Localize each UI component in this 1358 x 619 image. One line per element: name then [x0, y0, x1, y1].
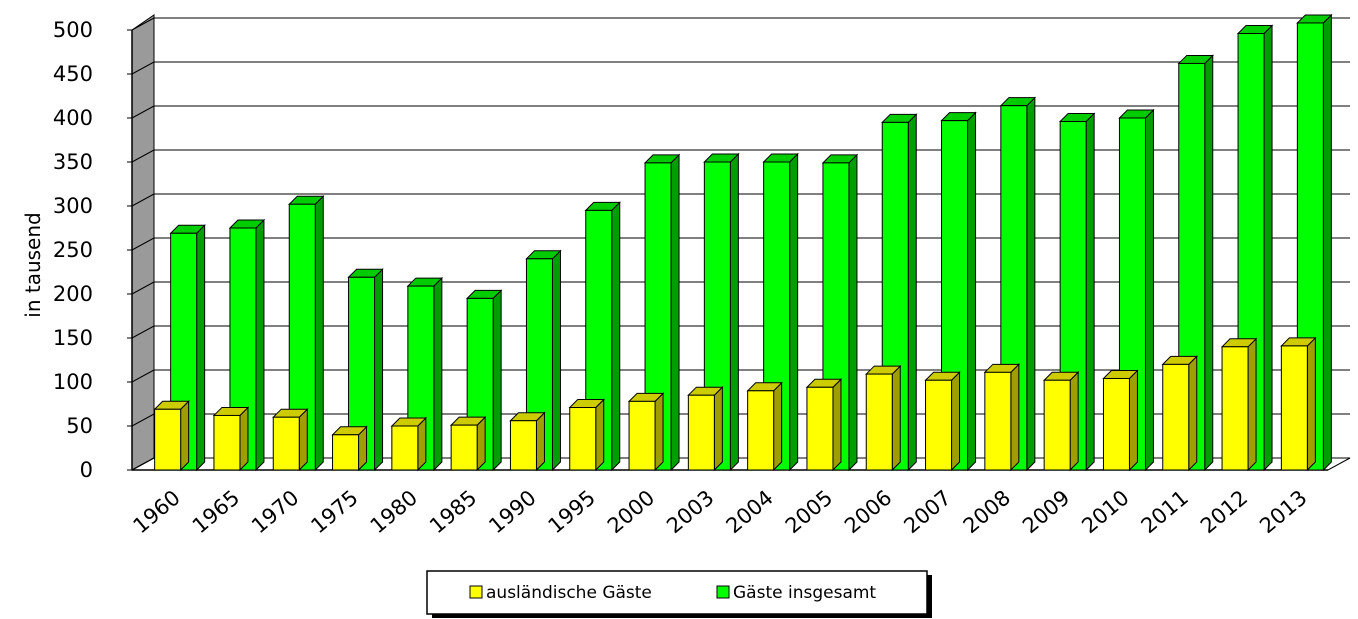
bars: [153, 13, 1333, 472]
bar-auslaendische-gaeste: [449, 415, 487, 472]
x-tick-label: 1960: [128, 485, 184, 538]
bar-auslaendische-gaeste: [1161, 355, 1198, 472]
y-tick-label: 400: [53, 106, 93, 130]
bar-auslaendische-gaeste: [212, 406, 250, 472]
gridline-side: [131, 369, 155, 383]
bar-auslaendische-gaeste: [1102, 369, 1139, 472]
bar-auslaendische-gaeste: [627, 392, 665, 472]
y-tick-label: 50: [66, 414, 93, 438]
legend: ausländische Gäste Gäste insgesamt: [426, 570, 932, 618]
y-tick-label: 250: [53, 238, 93, 262]
x-tick-label: 1965: [188, 485, 244, 538]
x-tick-label: 2006: [840, 485, 896, 538]
x-tick-label: 2011: [1137, 485, 1193, 538]
gridline-side: [131, 237, 155, 251]
gridline-side: [131, 193, 155, 207]
x-tick-label: 1985: [425, 485, 481, 538]
y-tick-label: 500: [53, 18, 93, 42]
bar-auslaendische-gaeste: [509, 411, 546, 472]
x-tick-label: 2008: [959, 485, 1015, 538]
bar-auslaendische-gaeste: [331, 425, 368, 472]
x-tick-label: 1995: [544, 485, 600, 538]
bar-auslaendische-gaeste: [865, 364, 902, 472]
legend-box: [426, 570, 928, 615]
legend-swatch: [469, 585, 483, 599]
bar-auslaendische-gaeste: [687, 385, 724, 472]
bar-auslaendische-gaeste: [1042, 371, 1080, 472]
gridline-side: [131, 413, 155, 427]
y-tick-label: 350: [53, 150, 93, 174]
y-tick-label: 300: [53, 194, 93, 218]
x-tick-label: 2004: [721, 485, 777, 538]
bar-auslaendische-gaeste: [1280, 336, 1317, 472]
x-tick-label: 1970: [247, 485, 303, 538]
bar-auslaendische-gaeste: [983, 363, 1021, 472]
y-tick-label: 200: [53, 282, 93, 306]
y-tick-label: 0: [80, 458, 93, 482]
gridline-side: [131, 325, 155, 339]
y-axis-label: in tausend: [21, 212, 45, 317]
gridline-side: [131, 61, 155, 75]
x-tick-label: 1990: [484, 485, 540, 538]
bar-auslaendische-gaeste: [390, 416, 428, 472]
bar-gaeste-insgesamt: [584, 201, 621, 472]
bar-auslaendische-gaeste: [805, 378, 843, 472]
bar-auslaendische-gaeste: [924, 371, 961, 472]
y-axis-ticks: 0 50 100 150 200 250 300 350 400 450 500: [53, 18, 93, 482]
bar-gaeste-insgesamt: [762, 152, 799, 472]
gridline-side: [131, 281, 155, 295]
x-tick-label: 2010: [1077, 485, 1133, 538]
x-tick-label: 2009: [1018, 485, 1074, 538]
legend-label: Gäste insgesamt: [733, 583, 876, 603]
legend-swatch: [716, 585, 730, 599]
x-tick-label: 1975: [306, 485, 362, 538]
bar-auslaendische-gaeste: [746, 381, 783, 472]
gridline-side: [131, 17, 155, 31]
x-axis-ticks: 1960 1965 1970 1975 1980 1985 1990 1995 2000 2003…: [128, 485, 1311, 538]
x-tick-label: 2003: [662, 485, 718, 538]
gridline-side: [131, 105, 155, 119]
gridline-side: [131, 457, 155, 471]
bar-auslaendische-gaeste: [153, 400, 190, 472]
bar-auslaendische-gaeste: [568, 398, 605, 472]
x-tick-label: 2000: [603, 485, 659, 538]
gridline-side: [131, 149, 155, 163]
x-tick-label: 2007: [899, 485, 955, 538]
x-tick-label: 2013: [1255, 485, 1311, 538]
bar-auslaendische-gaeste: [1220, 337, 1258, 472]
legend-label: ausländische Gäste: [486, 583, 652, 603]
side-wall: [131, 14, 155, 471]
x-tick-label: 2005: [781, 485, 837, 538]
y-tick-label: 150: [53, 326, 93, 350]
x-tick-label: 1980: [366, 485, 422, 538]
bar-auslaendische-gaeste: [272, 407, 309, 472]
y-tick-label: 100: [53, 370, 93, 394]
y-tick-label: 450: [53, 62, 93, 86]
x-tick-label: 2012: [1196, 485, 1252, 538]
